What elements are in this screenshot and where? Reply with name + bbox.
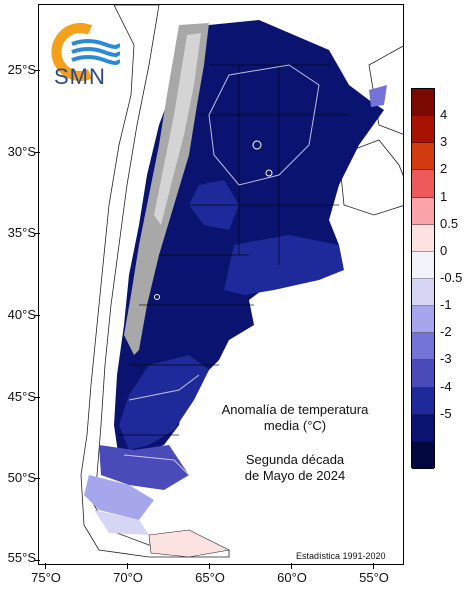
map-title-line2: media (°C)	[263, 418, 327, 433]
legend-label: -2	[440, 324, 452, 340]
lat-tick	[34, 152, 40, 153]
legend-label: 2	[440, 161, 448, 177]
misiones-patch	[369, 85, 387, 107]
legend-label: 3	[440, 134, 448, 150]
legend-swatch	[412, 197, 434, 225]
map-period-line2: de Mayo de 2024	[244, 468, 346, 483]
lat-label-50s: 50°S	[7, 470, 36, 485]
legend-label: -0.5	[440, 270, 463, 285]
statistics-note: Estadística 1991-2020	[296, 551, 386, 561]
lon-label-55o: 55°O	[359, 570, 389, 585]
lon-label-75o: 75°O	[31, 570, 61, 585]
lon-label-65o: 65°O	[195, 570, 225, 585]
legend-swatch	[412, 278, 434, 307]
lat-tick	[34, 233, 40, 234]
lake-marker-3	[154, 294, 160, 300]
tierra-del-fuego-south	[94, 510, 149, 535]
lat-tick	[34, 397, 40, 398]
legend-label: 0.5	[440, 215, 459, 231]
legend-label: -1	[440, 297, 452, 313]
lon-tick	[373, 563, 374, 569]
legend-swatch	[412, 143, 434, 171]
uruguay-outline	[338, 139, 403, 216]
legend-label: 0	[440, 242, 448, 258]
lon-tick	[209, 563, 210, 569]
tierra-del-fuego-band	[84, 475, 154, 520]
lon-tick	[291, 563, 292, 569]
lat-label-25s: 25°S	[7, 62, 36, 77]
legend-swatch	[412, 224, 434, 252]
lat-tick	[34, 70, 40, 71]
legend-swatch	[412, 387, 434, 415]
lon-label-70o: 70°O	[113, 570, 143, 585]
map-frame	[38, 4, 404, 565]
lake-marker	[252, 140, 262, 150]
argentina-mid-east	[224, 235, 344, 295]
lon-tick	[127, 563, 128, 569]
lat-label-45s: 45°S	[7, 389, 36, 404]
legend-label: 1	[440, 188, 448, 204]
lat-label-35s: 35°S	[7, 225, 36, 240]
legend-label: -4	[440, 378, 452, 394]
legend-swatch	[412, 89, 434, 117]
lat-label-55s: 55°S	[7, 550, 36, 565]
map-period: Segunda década de Mayo de 2024	[210, 452, 380, 484]
color-legend	[411, 88, 435, 469]
map-period-line1: Segunda década	[245, 452, 345, 467]
legend-swatch	[412, 251, 434, 279]
smn-logo-text: SMN	[54, 64, 106, 89]
legend-swatch	[412, 414, 434, 442]
map-title-line1: Anomalía de temperatura	[221, 402, 369, 417]
legend-label: -3	[440, 351, 452, 367]
lat-label-30s: 30°S	[7, 144, 36, 159]
map-title: Anomalía de temperatura media (°C)	[210, 402, 380, 434]
anomaly-map	[80, 5, 403, 558]
legend-swatch	[412, 116, 434, 144]
legend-label: 4	[440, 107, 448, 123]
lat-label-40s: 40°S	[7, 307, 36, 322]
argentina-mid-south	[119, 355, 209, 450]
legend-swatch	[412, 333, 434, 361]
patagonia-cold	[99, 445, 189, 490]
province-lines	[119, 64, 349, 436]
legend-swatch	[412, 441, 434, 469]
chile-coastline	[80, 5, 230, 558]
lake-marker-2	[265, 169, 273, 177]
legend-swatch	[412, 170, 434, 198]
isotherm-contours	[123, 64, 320, 476]
lat-tick	[34, 315, 40, 316]
lon-tick	[45, 563, 46, 569]
lon-label-60o: 60°O	[277, 570, 307, 585]
malvinas-area	[148, 529, 230, 558]
smn-logo-icon	[51, 23, 120, 81]
legend-swatch	[412, 360, 434, 388]
lat-tick	[34, 478, 40, 479]
legend-swatch	[412, 306, 434, 334]
legend-label: -5	[440, 405, 452, 421]
lat-tick	[34, 560, 40, 561]
andes-highlight	[154, 33, 201, 225]
